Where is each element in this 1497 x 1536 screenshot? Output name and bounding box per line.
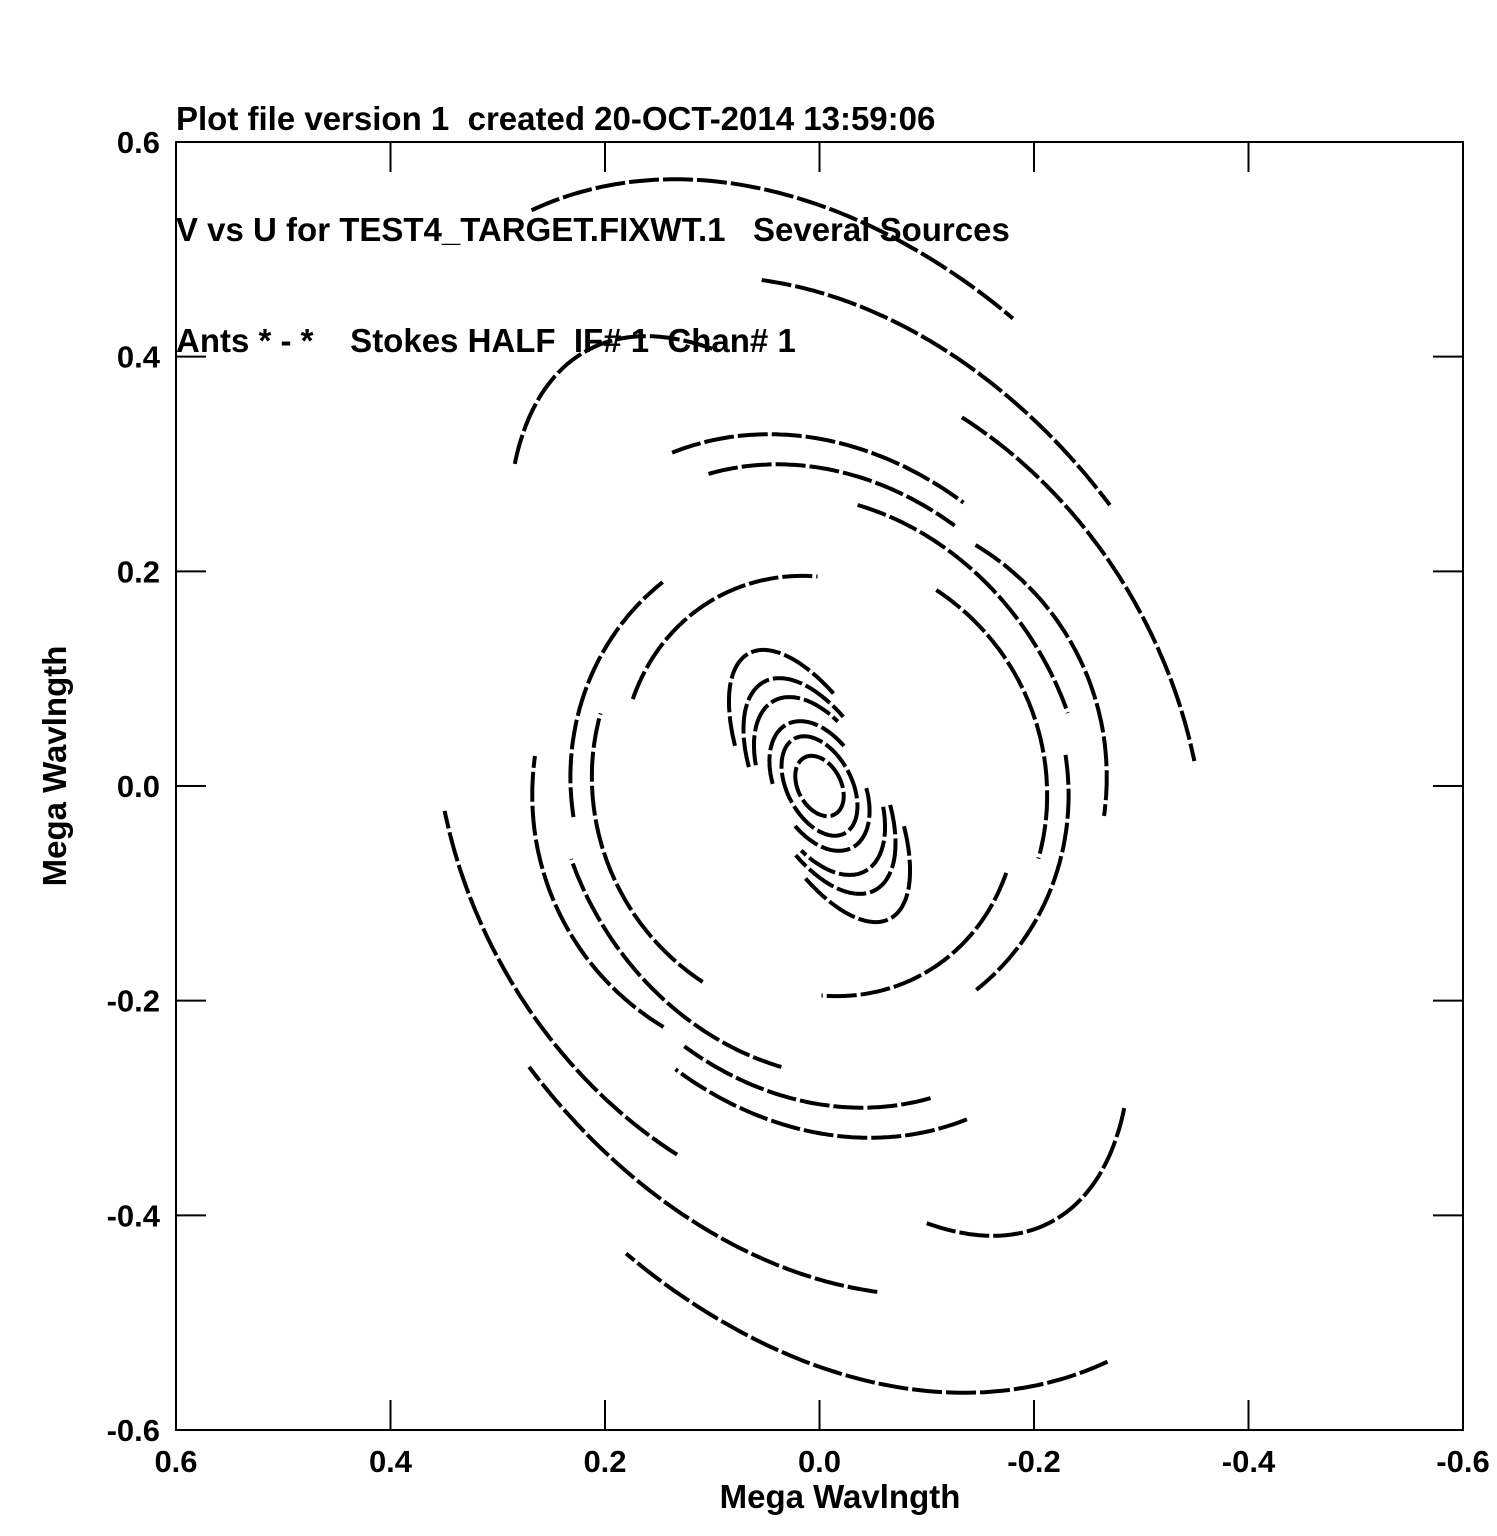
uv-track [671, 432, 965, 505]
y-tick-labels: 0.6 0.4 0.2 0.0 -0.2 -0.4 -0.6 [107, 125, 161, 1448]
uv-tracks [442, 177, 1197, 1395]
uv-track [707, 462, 956, 528]
uv-track [752, 695, 840, 766]
x-tick-label: 0.4 [369, 1444, 413, 1479]
uv-track [624, 1252, 1109, 1395]
uv-track [527, 1065, 878, 1294]
uv-track [727, 647, 835, 747]
uv-track [793, 753, 846, 819]
plot-header: Plot file version 1 created 20-OCT-2014 … [176, 26, 1010, 396]
uv-track [767, 719, 846, 785]
y-tick-label: 0.6 [117, 125, 160, 160]
plot-frame [175, 141, 1464, 1431]
uv-track [512, 334, 714, 465]
uv-track [794, 804, 898, 896]
header-line-3: Ants * - * Stokes HALF IF# 1 Chan# 1 [176, 322, 796, 359]
x-tick-label: -0.6 [1436, 1444, 1489, 1479]
uv-track [799, 806, 887, 877]
uv-track [589, 712, 704, 984]
uv-track [761, 278, 1112, 507]
y-axis-title: Mega Wavlngth [36, 646, 73, 887]
uv-track [804, 825, 912, 925]
uv-track [683, 1044, 932, 1110]
x-tick-labels: 0.6 0.4 0.2 0.0 -0.2 -0.4 -0.6 [154, 1444, 1489, 1479]
uv-track [568, 580, 664, 818]
axis-ticks [175, 141, 1464, 1431]
header-line-2: V vs U for TEST4_TARGET.FIXWT.1 Several … [176, 211, 1010, 248]
uv-track [821, 872, 1009, 999]
uv-track [974, 543, 1109, 817]
uv-track [741, 676, 845, 768]
uv-track [630, 573, 818, 700]
uv-track [779, 734, 860, 838]
header-line-1: Plot file version 1 created 20-OCT-2014 … [176, 100, 936, 137]
uv-track [793, 787, 872, 853]
x-tick-label: 0.6 [154, 1444, 197, 1479]
y-tick-label: -0.4 [107, 1198, 161, 1233]
x-tick-label: -0.4 [1222, 1444, 1276, 1479]
y-tick-label: -0.2 [107, 984, 160, 1019]
uv-track [674, 1067, 968, 1140]
x-tick-label: 0.2 [583, 1444, 626, 1479]
uv-track [935, 588, 1050, 860]
uv-track [530, 755, 665, 1029]
y-tick-label: -0.6 [107, 1413, 160, 1448]
y-tick-label: 0.4 [117, 340, 161, 375]
uv-track [975, 754, 1071, 992]
x-axis-title: Mega Wavlngth [720, 1478, 961, 1515]
uv-track [442, 810, 679, 1157]
x-tick-label: -0.2 [1007, 1444, 1060, 1479]
y-tick-label: 0.0 [117, 769, 160, 804]
uv-track [569, 858, 782, 1069]
y-tick-label: 0.2 [117, 554, 160, 589]
x-tick-label: 0.0 [798, 1444, 841, 1479]
uv-track [530, 177, 1015, 320]
uv-track [960, 415, 1197, 762]
uv-track [857, 503, 1070, 714]
uv-track [925, 1107, 1127, 1238]
